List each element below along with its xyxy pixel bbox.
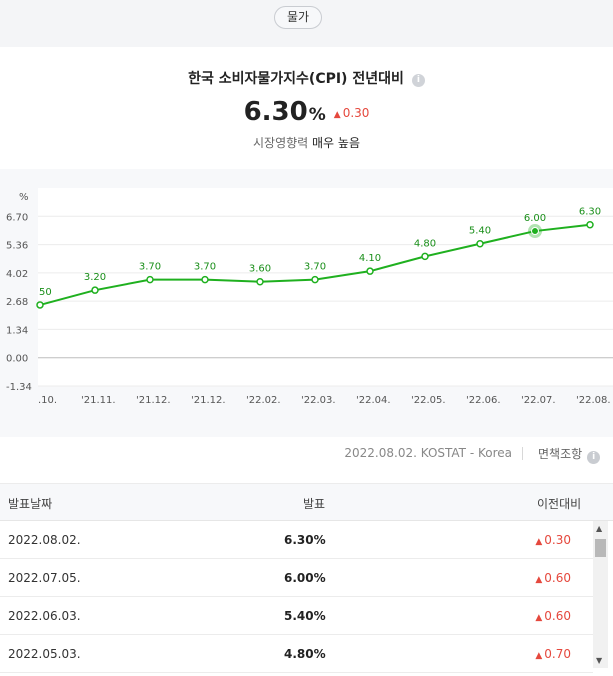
up-triangle-icon: ▲ [535,537,543,547]
disclaimer-link[interactable]: 면책조항 i [538,445,601,464]
data-point [201,275,209,284]
row-value: 6.00% [284,571,326,585]
x-tick-label: '21.11. [81,395,116,406]
scroll-down-arrow-icon[interactable]: ▼ [596,656,603,665]
indicator-title: 한국 소비자물가지수(CPI) 전년대비 i [0,68,613,88]
row-diff: ▲ 0.70 [535,647,571,661]
change-value: 0.30 [342,106,370,120]
x-tick-label: '22.06. [466,395,501,406]
x-tick-label: '21.12. [136,395,171,406]
cpi-line-chart[interactable]: % 6.70 5.36 4.02 2.68 1.34 0.00 -1.34 .10. '21.11… [0,169,613,437]
row-date: 2022.08.02. [8,533,81,547]
data-label: 3.70 [139,262,161,273]
data-label: 4.10 [359,253,381,264]
table-row: 2022.06.03. 5.40% ▲ 0.60 [0,597,593,635]
indicator-title-text: 한국 소비자물가지수(CPI) 전년대비 [188,71,404,87]
row-diff-value: 0.70 [544,647,571,661]
x-tick-label: '22.05. [411,395,446,406]
row-value: 5.40% [284,609,326,623]
y-tick-label: 1.34 [6,325,28,336]
info-icon: i [587,451,601,464]
value-unit: % [308,105,326,125]
source-text: 2022.08.02. KOSTAT - Korea [344,446,512,460]
data-label: 3.20 [84,272,106,283]
change-badge: ▲ 0.30 [334,106,370,120]
data-point [36,301,44,309]
y-tick-label: 0.00 [6,354,28,365]
scroll-thumb[interactable] [595,539,606,557]
row-diff-value: 0.60 [544,609,571,623]
table-header: 발표날짜 발표 이전대비 [0,483,613,521]
column-header-diff: 이전대비 [537,497,582,511]
column-header-value: 발표 [303,497,326,511]
x-tick-label: '22.02. [246,395,281,406]
category-pill[interactable]: 물가 [274,6,322,29]
data-label: 3.60 [249,264,271,275]
table-row: 2022.08.02. 6.30% ▲ 0.30 [0,521,593,559]
plot-background [38,188,613,386]
table-scrollbar[interactable]: ▲ ▼ [593,521,608,668]
row-diff: ▲ 0.30 [535,533,571,547]
up-triangle-icon: ▲ [535,651,543,661]
row-diff-value: 0.30 [544,533,571,547]
row-date: 2022.06.03. [8,609,81,623]
value-row: 6.30% ▲ 0.30 [0,97,613,127]
data-label: 6.30 [579,207,601,218]
info-icon[interactable]: i [411,74,425,87]
data-point [586,220,594,229]
table-row: 2022.05.03. 4.80% ▲ 0.70 [0,635,593,673]
x-tick-label: '22.07. [521,395,556,406]
data-label: 6.00 [524,213,546,224]
market-impact: 시장영향력 매우 높음 [0,134,613,151]
up-triangle-icon: ▲ [333,110,341,120]
x-tick-label: '21.12. [191,395,226,406]
current-value: 6.30 [243,97,308,127]
data-point [146,275,154,284]
row-date: 2022.07.05. [8,571,81,585]
data-point [256,277,264,286]
y-tick-label: 2.68 [6,297,28,308]
data-point [366,267,374,275]
up-triangle-icon: ▲ [535,575,543,585]
table-row: 2022.07.05. 6.00% ▲ 0.60 [0,559,593,597]
impact-label: 시장영향력 [252,136,309,150]
y-tick-label: 4.02 [6,269,28,280]
x-tick-label: '22.08. [576,395,611,406]
data-point [91,286,99,294]
x-tick-label: .10. [38,395,57,406]
row-value: 4.80% [284,647,326,661]
row-date: 2022.05.03. [8,647,81,661]
data-point [476,239,484,248]
row-diff-value: 0.60 [544,571,571,585]
row-value: 6.30% [284,533,326,547]
row-diff: ▲ 0.60 [535,609,571,623]
divider [522,447,523,460]
x-tick-label: '22.03. [301,395,336,406]
history-table: 2022.08.02. 6.30% ▲ 0.30 2022.07.05. 6.00… [0,521,593,673]
data-point [421,252,429,261]
y-tick-label: 6.70 [6,212,28,223]
data-label: 5.40 [469,226,491,237]
y-axis-label: % [19,192,29,203]
top-band: 물가 [0,0,613,47]
chart-area: % 6.70 5.36 4.02 2.68 1.34 0.00 -1.34 .10. '21.11… [0,169,613,437]
impact-level: 매우 높음 [312,136,360,150]
y-tick-label: -1.34 [6,382,32,393]
data-label: 3.70 [194,262,216,273]
scroll-up-arrow-icon[interactable]: ▲ [596,524,603,533]
source-row: 2022.08.02. KOSTAT - Korea 면책조항 i [0,437,613,483]
data-point-highlighted [531,227,539,236]
data-point [311,275,319,284]
indicator-header: 한국 소비자물가지수(CPI) 전년대비 i 6.30% ▲ 0.30 시장영향력 매… [0,47,613,169]
column-header-date: 발표날짜 [8,497,53,511]
y-tick-label: 5.36 [6,241,28,252]
data-label: 4.80 [414,238,436,249]
x-tick-label: '22.04. [356,395,391,406]
disclaimer-label: 면책조항 [538,447,583,461]
up-triangle-icon: ▲ [535,613,543,623]
row-diff: ▲ 0.60 [535,571,571,585]
data-label: 50 [39,287,52,298]
data-label: 3.70 [304,262,326,273]
